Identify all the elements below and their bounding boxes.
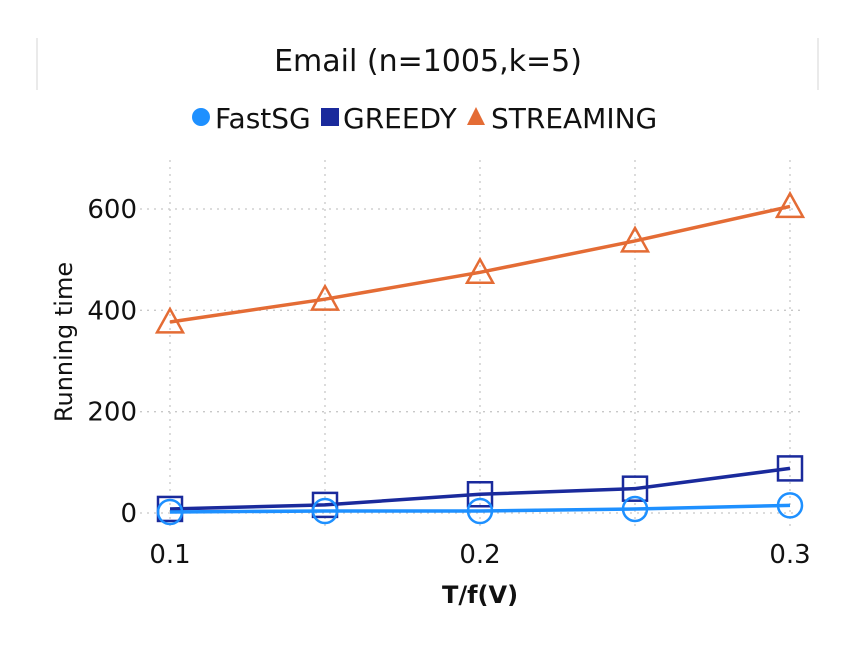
data-point-greedy	[776, 455, 804, 482]
x-axis-label: T/f(V)	[442, 581, 518, 609]
y-axis-label: Running time	[50, 262, 78, 422]
y-axis-ticks: 0 200 400 600	[87, 195, 137, 529]
data-point-fastsg	[776, 492, 804, 519]
x-tick-label: 0.3	[769, 540, 810, 570]
data-point-fastsg	[311, 497, 339, 525]
data-point-greedy	[621, 475, 649, 502]
legend-marker-greedy	[321, 108, 339, 126]
legend-item-greedy: GREEDY	[321, 102, 458, 135]
y-tick-label: 200	[87, 398, 137, 428]
x-tick-label: 0.1	[149, 540, 190, 570]
series-line-streaming	[169, 204, 791, 324]
legend-label-fastsg: FastSG	[215, 102, 311, 135]
x-axis-ticks: 0.1 0.2 0.3	[149, 540, 810, 570]
y-tick-label: 0	[120, 499, 137, 529]
data-point-fastsg	[621, 495, 649, 523]
series-layer	[154, 190, 806, 526]
series-line-fastsg	[169, 503, 791, 514]
legend-item-fastsg: FastSG	[192, 102, 311, 135]
data-point-streaming	[774, 190, 806, 219]
data-point-streaming	[619, 225, 651, 253]
chart-title: Email (n=1005,k=5)	[274, 44, 582, 79]
chart-grid	[140, 160, 800, 530]
chart-legend: FastSG GREEDY STREAMING	[192, 102, 657, 135]
x-tick-label: 0.2	[459, 540, 500, 570]
y-tick-label: 400	[87, 296, 137, 326]
legend-marker-fastsg	[192, 108, 210, 126]
series-line-greedy	[169, 466, 791, 511]
y-tick-label: 600	[87, 195, 137, 225]
data-point-streaming	[154, 306, 186, 334]
data-point-greedy	[466, 481, 494, 508]
legend-label-streaming: STREAMING	[491, 102, 657, 135]
data-point-fastsg	[466, 497, 494, 525]
series-streaming	[154, 190, 806, 334]
data-point-streaming	[309, 283, 341, 311]
legend-label-greedy: GREEDY	[343, 102, 458, 135]
legend-item-streaming: STREAMING	[467, 102, 657, 135]
legend-marker-streaming	[467, 107, 485, 125]
series-fastsg	[156, 492, 804, 526]
data-point-greedy	[311, 491, 339, 519]
data-point-fastsg	[156, 498, 184, 526]
data-point-streaming	[464, 256, 496, 284]
